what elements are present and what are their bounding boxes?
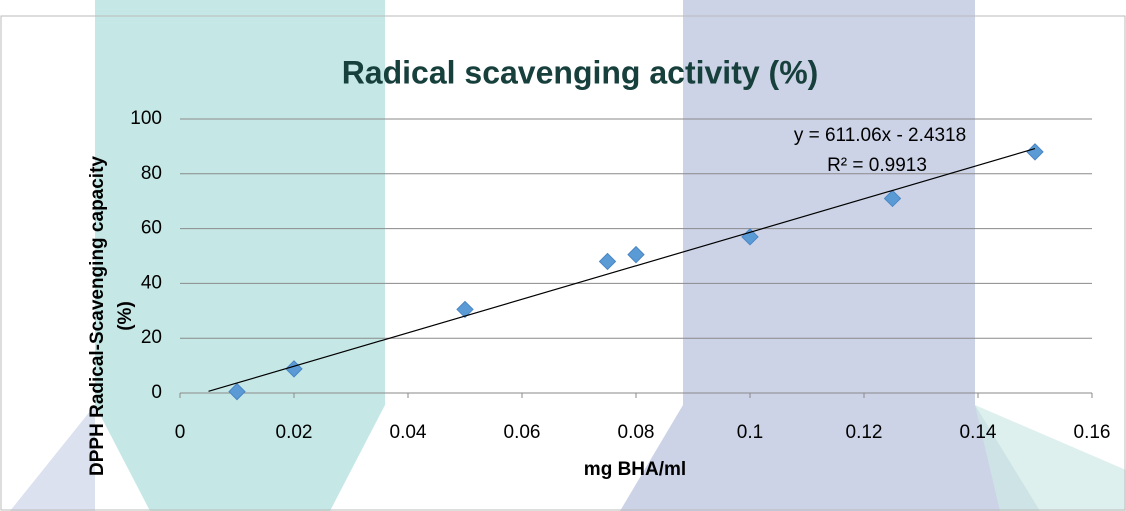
x-tick-label: 0.12 xyxy=(846,422,883,443)
x-tick-label: 0 xyxy=(175,422,186,443)
x-tick-label: 0.14 xyxy=(960,422,997,443)
y-tick-label: 100 xyxy=(130,108,162,129)
y-tick-label: 0 xyxy=(151,382,162,403)
y-tick-label: 60 xyxy=(141,218,162,239)
x-tick-label: 0.06 xyxy=(504,422,541,443)
trendline-r2: R² = 0.9913 xyxy=(827,155,927,176)
chart-title: Radical scavenging activity (%) xyxy=(342,54,819,90)
x-tick-label: 0.1 xyxy=(737,422,763,443)
point xyxy=(228,382,246,401)
x-tick-label: 0.08 xyxy=(618,422,655,443)
y-tick-label: 20 xyxy=(141,327,162,348)
x-axis-label: mg BHA/ml xyxy=(584,459,686,480)
y-tick-label: 80 xyxy=(141,163,162,184)
chart-border xyxy=(0,15,1126,511)
point xyxy=(598,252,617,271)
y-axis-label: DPPH Radical-Scavenging capacity (%) xyxy=(87,156,136,476)
y-axis-label-line: (%) xyxy=(115,301,136,331)
x-tick-label: 0.16 xyxy=(1074,422,1111,443)
background-watermark xyxy=(10,0,1126,511)
trendline-equation: y = 611.06x - 2.4318 xyxy=(794,125,966,146)
trendline xyxy=(208,148,1036,392)
y-axis-label-line: DPPH Radical-Scavenging capacity xyxy=(87,156,108,476)
point xyxy=(627,245,645,264)
x-tick-label: 0.02 xyxy=(276,422,313,443)
point xyxy=(883,189,902,208)
y-tick-label: 40 xyxy=(141,272,162,293)
x-tick-label: 0.04 xyxy=(390,422,427,443)
point xyxy=(1026,143,1044,161)
point xyxy=(456,300,474,319)
